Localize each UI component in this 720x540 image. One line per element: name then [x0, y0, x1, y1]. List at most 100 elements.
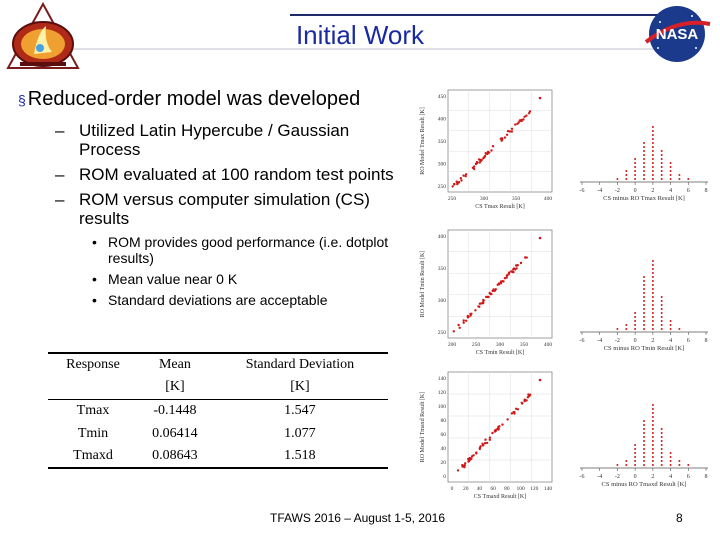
data-point: [487, 151, 491, 154]
data-point: [489, 292, 492, 296]
y-tick-label: 140: [438, 376, 447, 382]
dot-mark: [643, 162, 645, 164]
dot-mark: [678, 328, 681, 330]
data-point: [528, 110, 532, 113]
data-point: [462, 174, 465, 177]
table-header-mean: Mean: [138, 352, 212, 376]
dot-mark: [643, 312, 645, 314]
data-point: [463, 464, 466, 467]
subsub-bullets: • ROM provides good performance (i.e. dot…: [90, 234, 408, 308]
dot-mark: [651, 280, 654, 282]
data-point: [474, 309, 477, 312]
dot-mark: [660, 328, 663, 330]
dot-mark: [660, 170, 663, 172]
dot-mark: [660, 312, 663, 314]
dot-mark: [625, 460, 628, 462]
dot-mark: [634, 316, 637, 318]
dot-mark: [625, 174, 628, 176]
dot-mark: [678, 178, 681, 180]
dot-mark: [651, 424, 654, 426]
y-tick-label: 350: [438, 266, 447, 272]
table-row: Tmin 0.06414 1.077: [77, 425, 316, 441]
data-point: [521, 402, 524, 405]
dot-mark: [660, 436, 663, 438]
x-tick-label: 0: [451, 486, 454, 492]
dot-mark: [660, 162, 663, 164]
results-table: Response Mean Standard Deviation [K] [K]…: [48, 352, 388, 469]
dot-mark: [643, 304, 645, 306]
dot-mark: [651, 312, 654, 314]
data-point: [503, 277, 507, 280]
dot-mark: [651, 432, 654, 434]
x-axis-label: CS minus RO Tmax Result [K]: [603, 195, 685, 202]
y-tick-label: 250: [438, 330, 447, 336]
x-tick-label: 8: [705, 188, 708, 194]
dot-mark: [634, 464, 637, 466]
header-rule: [66, 48, 660, 50]
x-tick-label: 300: [480, 196, 489, 202]
dot-mark: [643, 452, 645, 454]
dot-mark: [651, 328, 654, 330]
x-tick-label: 4: [669, 474, 672, 480]
dot-mark: [651, 284, 654, 286]
data-point: [538, 96, 542, 100]
data-point: [487, 295, 490, 299]
y-tick-label: 300: [438, 162, 447, 168]
dot-mark: [651, 320, 654, 322]
y-tick-label: 450: [438, 94, 447, 100]
subsub-bullet-item: • ROM provides good performance (i.e. dot…: [92, 234, 389, 266]
x-tick-label: -6: [580, 474, 585, 480]
dot-mark: [660, 444, 663, 446]
dot-mark: [669, 178, 672, 180]
data-point: [510, 130, 514, 133]
data-point: [524, 399, 527, 402]
data-point: [515, 407, 518, 410]
dot-mark: [660, 464, 663, 466]
data-point: [481, 442, 484, 445]
dot-mark: [651, 404, 654, 406]
data-point: [516, 264, 519, 267]
data-point: [503, 136, 507, 139]
dot-mark: [634, 162, 637, 164]
dot-mark: [651, 440, 654, 442]
dot-mark: [651, 260, 654, 262]
data-point: [452, 330, 455, 333]
dot-mark: [651, 130, 654, 132]
x-tick-label: 400: [544, 196, 553, 202]
bullet-square-icon: §: [18, 92, 26, 108]
x-tick-label: 350: [512, 196, 521, 202]
dot-mark: [651, 142, 654, 144]
data-point: [516, 122, 519, 125]
x-tick-label: 0: [634, 338, 637, 344]
data-point: [505, 276, 508, 279]
dot-mark: [651, 448, 654, 450]
x-axis-label: CS Tmaxd Result [K]: [474, 494, 526, 500]
dot-mark: [651, 304, 654, 306]
data-point: [461, 465, 464, 468]
data-point: [462, 321, 465, 324]
dot-mark: [634, 452, 637, 454]
dot-mark: [634, 170, 637, 172]
dot-mark: [678, 464, 681, 466]
dot-mark: [660, 158, 663, 160]
table-header-response: Response: [48, 352, 138, 376]
dot-mark: [660, 448, 663, 450]
data-point: [515, 267, 518, 270]
dot-mark: [651, 126, 654, 128]
data-point: [464, 175, 467, 178]
data-point: [475, 452, 478, 455]
dot-mark: [651, 296, 654, 298]
x-tick-label: 250: [448, 196, 457, 202]
dotplot-tmaxd: -6 -4 -2 0 2 4 6 8 CS minus RO Tmaxd Result [K]: [580, 404, 708, 488]
x-tick-label: 400: [544, 342, 553, 348]
dot-mark: [660, 178, 663, 180]
data-point: [472, 165, 476, 168]
dot-mark: [625, 324, 628, 326]
y-tick-label: 20: [441, 460, 447, 466]
dot-mark: [660, 324, 663, 326]
dot-mark: [669, 320, 672, 322]
data-point: [501, 423, 504, 426]
dot-mark: [669, 324, 672, 326]
dot-mark: [634, 324, 637, 326]
dot-mark: [651, 412, 654, 414]
